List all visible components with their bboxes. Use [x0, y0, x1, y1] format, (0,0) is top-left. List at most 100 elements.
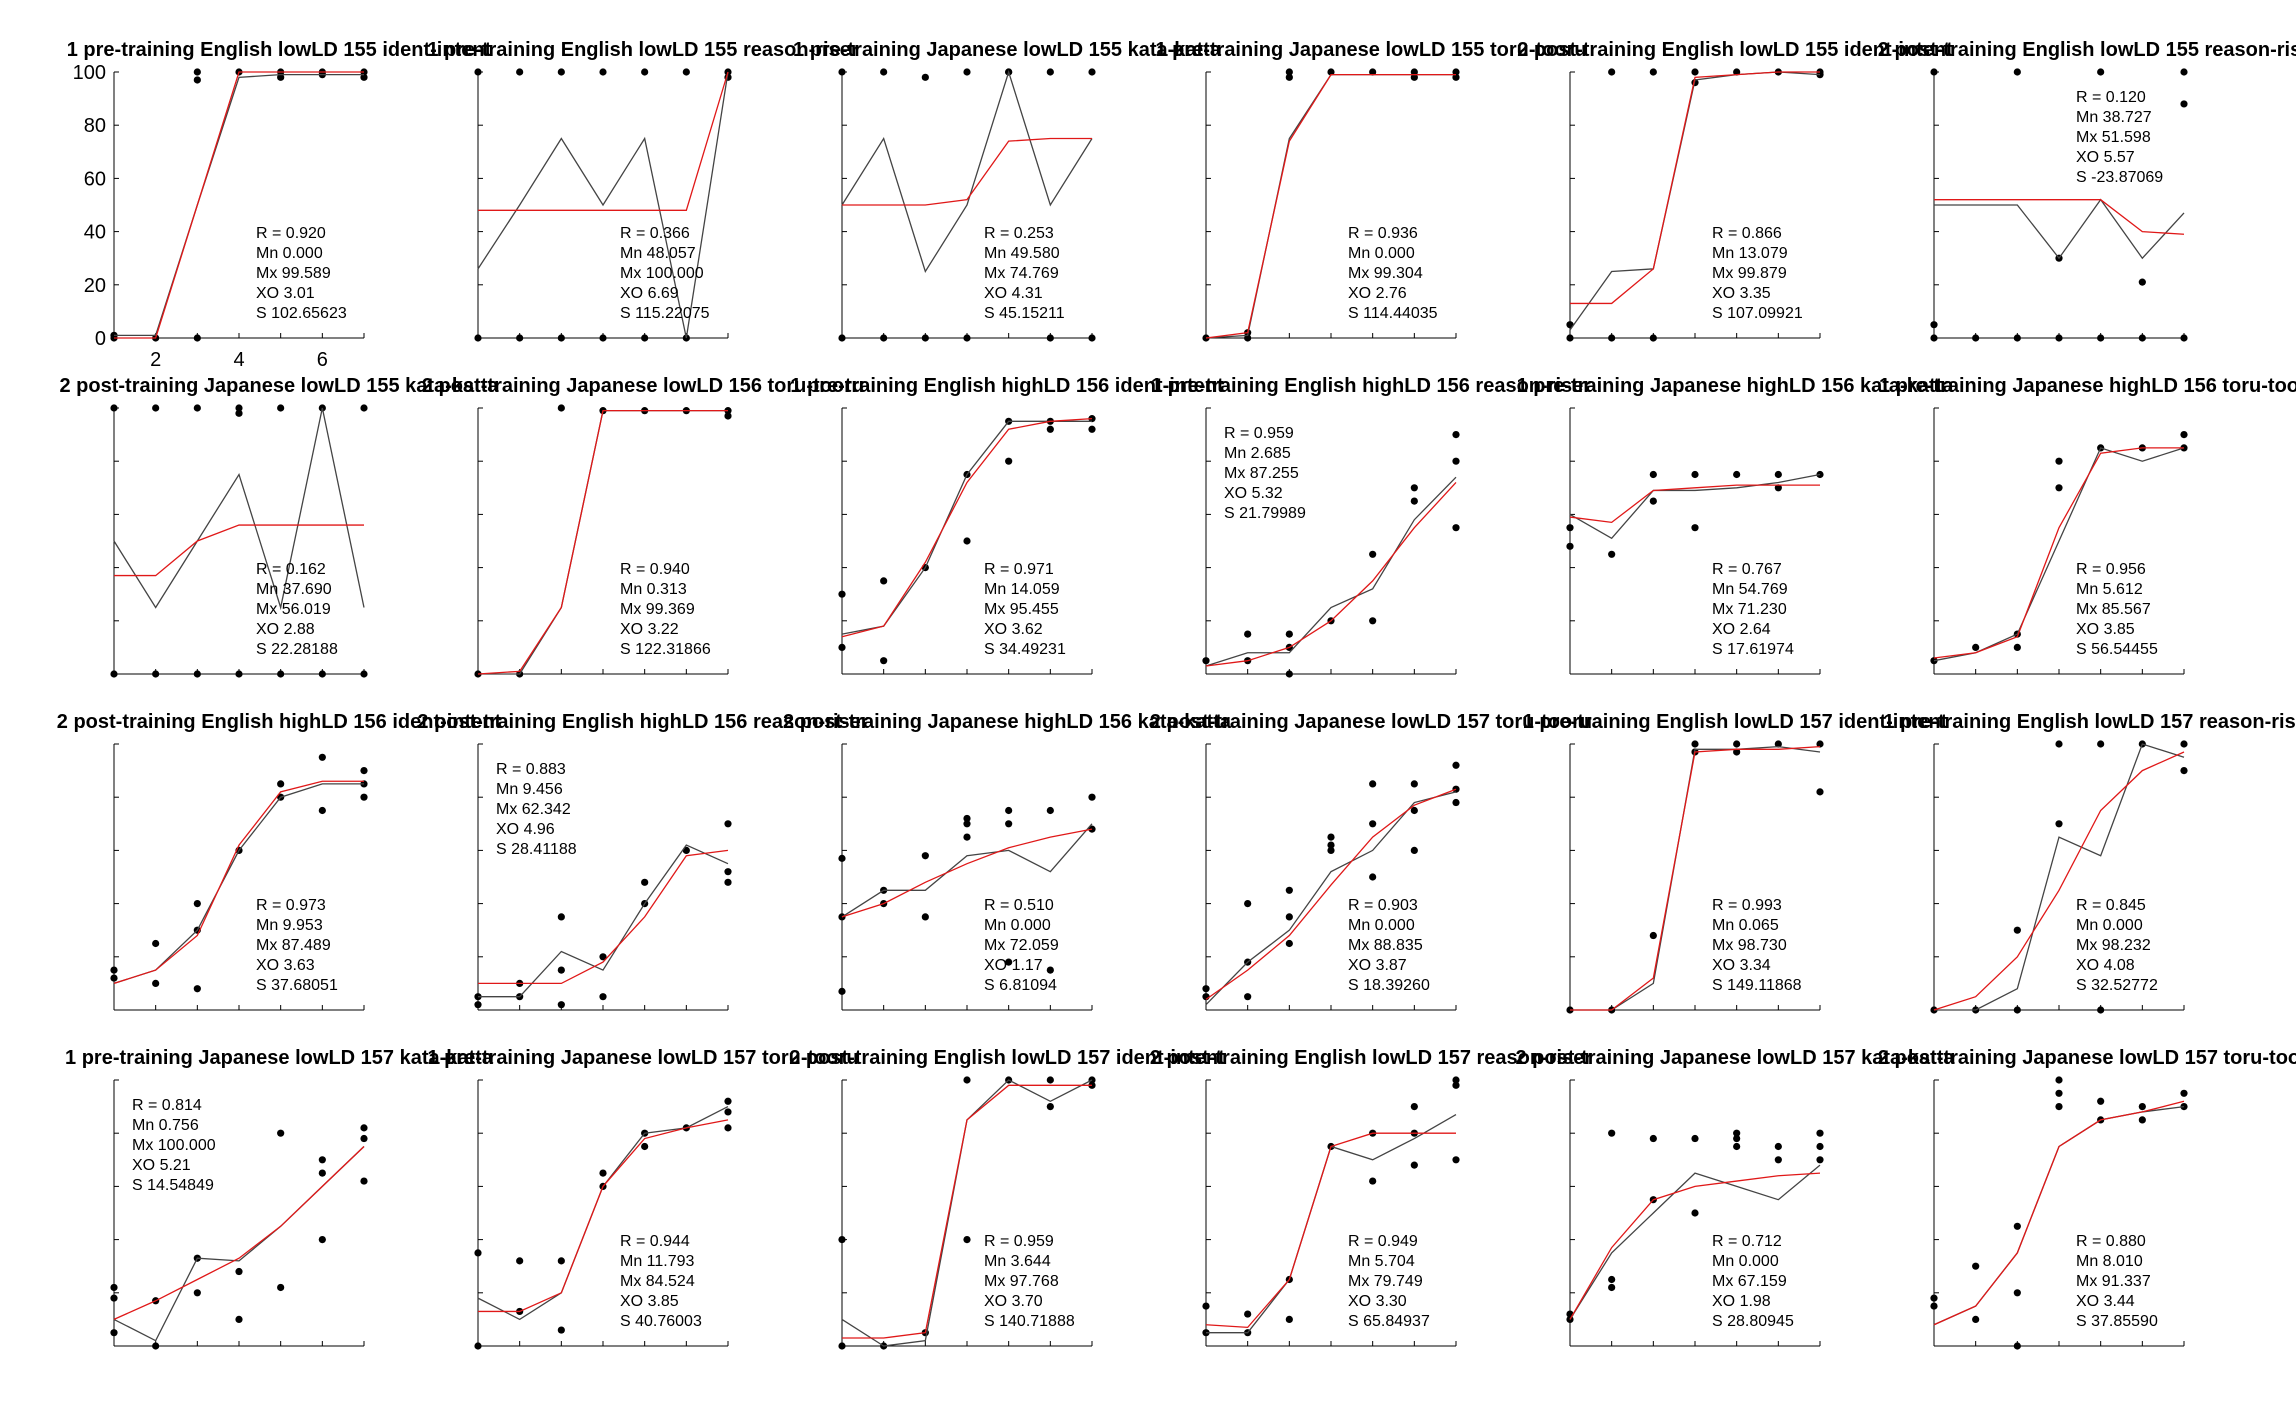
fit-stat: XO 1.98 — [1712, 1293, 1771, 1310]
data-point — [1452, 798, 1460, 807]
data-point — [360, 73, 368, 81]
data-point — [1733, 1129, 1741, 1137]
data-point — [2097, 1097, 2105, 1105]
data-point — [1088, 793, 1096, 801]
data-point — [2097, 740, 2105, 748]
mean-line — [1205, 791, 1457, 1006]
data-point — [1369, 68, 1377, 76]
fit-curve — [1933, 447, 2184, 659]
mean-line — [478, 410, 728, 675]
data-point — [360, 1124, 368, 1132]
data-point — [277, 73, 285, 81]
fit-stat: Mx 56.019 — [256, 601, 331, 618]
fit-stat: XO 3.44 — [2076, 1293, 2135, 1310]
fit-stat: R = 0.712 — [1712, 1233, 1782, 1250]
fit-stat: R = 0.940 — [620, 561, 690, 578]
data-point — [1691, 524, 1699, 532]
data-point — [1774, 1156, 1782, 1164]
fit-stat: S 28.41188 — [496, 841, 577, 858]
data-point — [1452, 73, 1460, 81]
data-point — [516, 334, 524, 342]
data-point — [2138, 278, 2146, 286]
subplot-title: 1 pre-training English lowLD 157 ident-i… — [1523, 711, 1948, 733]
fit-stat: S 107.09921 — [1712, 305, 1803, 322]
subplot-9: 1 pre-training English highLD 156 ident-… — [790, 375, 1224, 675]
data-point — [557, 404, 565, 412]
data-point — [277, 404, 285, 412]
subplot-2: 1 pre-training English lowLD 155 reason-… — [427, 39, 859, 342]
fit-stat: Mn 3.644 — [984, 1253, 1051, 1270]
fit-stat: XO 5.57 — [2076, 149, 2135, 166]
data-point — [1285, 939, 1293, 948]
data-point — [110, 1329, 118, 1337]
mean-line — [477, 71, 729, 339]
mean-line — [841, 69, 1093, 274]
fit-stat: Mx 99.369 — [620, 601, 695, 618]
data-point — [1774, 1142, 1782, 1151]
data-point — [474, 1249, 482, 1257]
fit-stat: S 65.84937 — [1348, 1313, 1430, 1330]
data-point — [1774, 470, 1782, 479]
mean-line — [1934, 743, 2185, 1011]
fit-stat: XO 3.62 — [984, 621, 1043, 638]
data-point — [277, 1129, 285, 1137]
data-point — [1649, 1134, 1657, 1143]
data-point — [1369, 1177, 1377, 1185]
fit-curve — [1569, 1172, 1821, 1320]
data-point — [193, 900, 201, 908]
data-point — [193, 68, 201, 76]
fit-stat: R = 0.920 — [256, 225, 326, 242]
data-point — [1088, 334, 1096, 342]
data-point — [1733, 748, 1741, 756]
data-point — [360, 793, 368, 801]
mean-line — [1569, 71, 1821, 331]
data-point — [1452, 431, 1460, 439]
data-point — [1930, 657, 1938, 665]
subplot-title: 1 pre-training Japanese highLD 156 kata-… — [1517, 375, 1955, 397]
fit-stat: S 102.65623 — [256, 305, 347, 322]
data-point — [1816, 1129, 1824, 1137]
data-point — [1244, 900, 1252, 908]
data-point — [110, 966, 118, 974]
data-point — [1930, 68, 1938, 76]
data-point — [2055, 740, 2063, 748]
data-point — [516, 68, 524, 76]
fit-curve — [841, 417, 1093, 638]
data-point — [1410, 1161, 1418, 1169]
fit-curve — [477, 410, 728, 675]
data-point — [474, 1001, 482, 1009]
fit-stat: S 140.71888 — [984, 1313, 1075, 1330]
data-point — [2097, 334, 2105, 342]
data-point — [599, 334, 607, 342]
subplot-17: 1 pre-training English lowLD 157 ident-i… — [1523, 711, 1948, 1014]
data-point — [193, 334, 201, 342]
data-point — [2180, 100, 2188, 108]
data-point — [360, 670, 368, 678]
subplot-6: 2 post-training English lowLD 155 reason… — [1878, 39, 2296, 342]
data-point — [1566, 542, 1574, 550]
data-point — [921, 334, 929, 342]
fit-stat: Mx 98.232 — [2076, 937, 2151, 954]
data-point — [963, 820, 971, 828]
mean-line — [1934, 198, 2185, 260]
data-point — [1608, 1129, 1616, 1137]
subplot-11: 1 pre-training Japanese highLD 156 kata-… — [1517, 375, 1955, 675]
fit-stat: S 37.68051 — [256, 977, 338, 994]
fit-curve — [113, 780, 364, 985]
data-point — [724, 412, 732, 420]
data-point — [1774, 740, 1782, 748]
data-point — [921, 852, 929, 860]
fit-stat: XO 2.64 — [1712, 621, 1771, 638]
fit-stat: XO 5.32 — [1224, 485, 1283, 502]
fit-stat: Mn 37.690 — [256, 581, 332, 598]
data-point — [1930, 321, 1938, 329]
data-point — [152, 939, 160, 948]
data-point — [1649, 68, 1657, 76]
fit-stat: Mx 91.337 — [2076, 1273, 2151, 1290]
data-point — [474, 334, 482, 342]
subplot-title: 2 post-training English lowLD 157 ident-… — [789, 1047, 1225, 1069]
y-tick-label: 60 — [84, 168, 106, 190]
data-point — [193, 1289, 201, 1297]
data-point — [1972, 334, 1980, 342]
data-point — [557, 1326, 565, 1334]
